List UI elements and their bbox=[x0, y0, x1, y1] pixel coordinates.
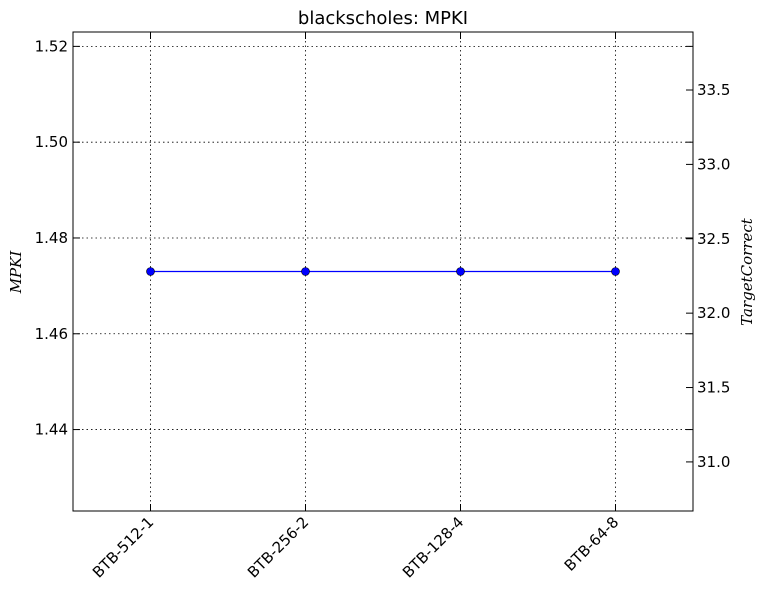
y-tick-label-right: 31.5 bbox=[697, 379, 730, 397]
y-tick-label-right: 31.0 bbox=[697, 453, 730, 471]
y-tick-label-left: 1.46 bbox=[35, 325, 68, 343]
x-tick-label: BTB-128-4 bbox=[399, 513, 467, 581]
x-tick-label: BTB-512-1 bbox=[89, 513, 157, 581]
axes-layer bbox=[72, 31, 694, 512]
x-tick-label: BTB-256-2 bbox=[244, 513, 312, 581]
plot-frame bbox=[72, 31, 694, 512]
data-point bbox=[611, 267, 620, 276]
y-tick-label-left: 1.52 bbox=[35, 37, 68, 55]
y-tick-label-right: 33.0 bbox=[697, 155, 730, 173]
y-tick-label-right: 33.5 bbox=[697, 81, 730, 99]
data-point bbox=[456, 267, 465, 276]
series-layer bbox=[146, 267, 620, 276]
y-tick-label-left: 1.50 bbox=[35, 133, 68, 151]
y-axis-label-left: MPKI bbox=[7, 250, 25, 295]
y-tick-label-right: 32.0 bbox=[697, 304, 730, 322]
y-tick-label-left: 1.48 bbox=[35, 229, 68, 247]
y-tick-label-left: 1.44 bbox=[35, 421, 68, 439]
y-tick-label-right: 32.5 bbox=[697, 230, 730, 248]
y-axis-label-right: TargetCorrect bbox=[738, 217, 756, 326]
text-layer: blackscholes: MPKI MPKI TargetCorrect 1.… bbox=[7, 8, 756, 582]
x-tick-label: BTB-64-8 bbox=[561, 513, 623, 575]
data-point bbox=[146, 267, 155, 276]
chart-title: blackscholes: MPKI bbox=[298, 8, 468, 29]
data-point bbox=[301, 267, 310, 276]
